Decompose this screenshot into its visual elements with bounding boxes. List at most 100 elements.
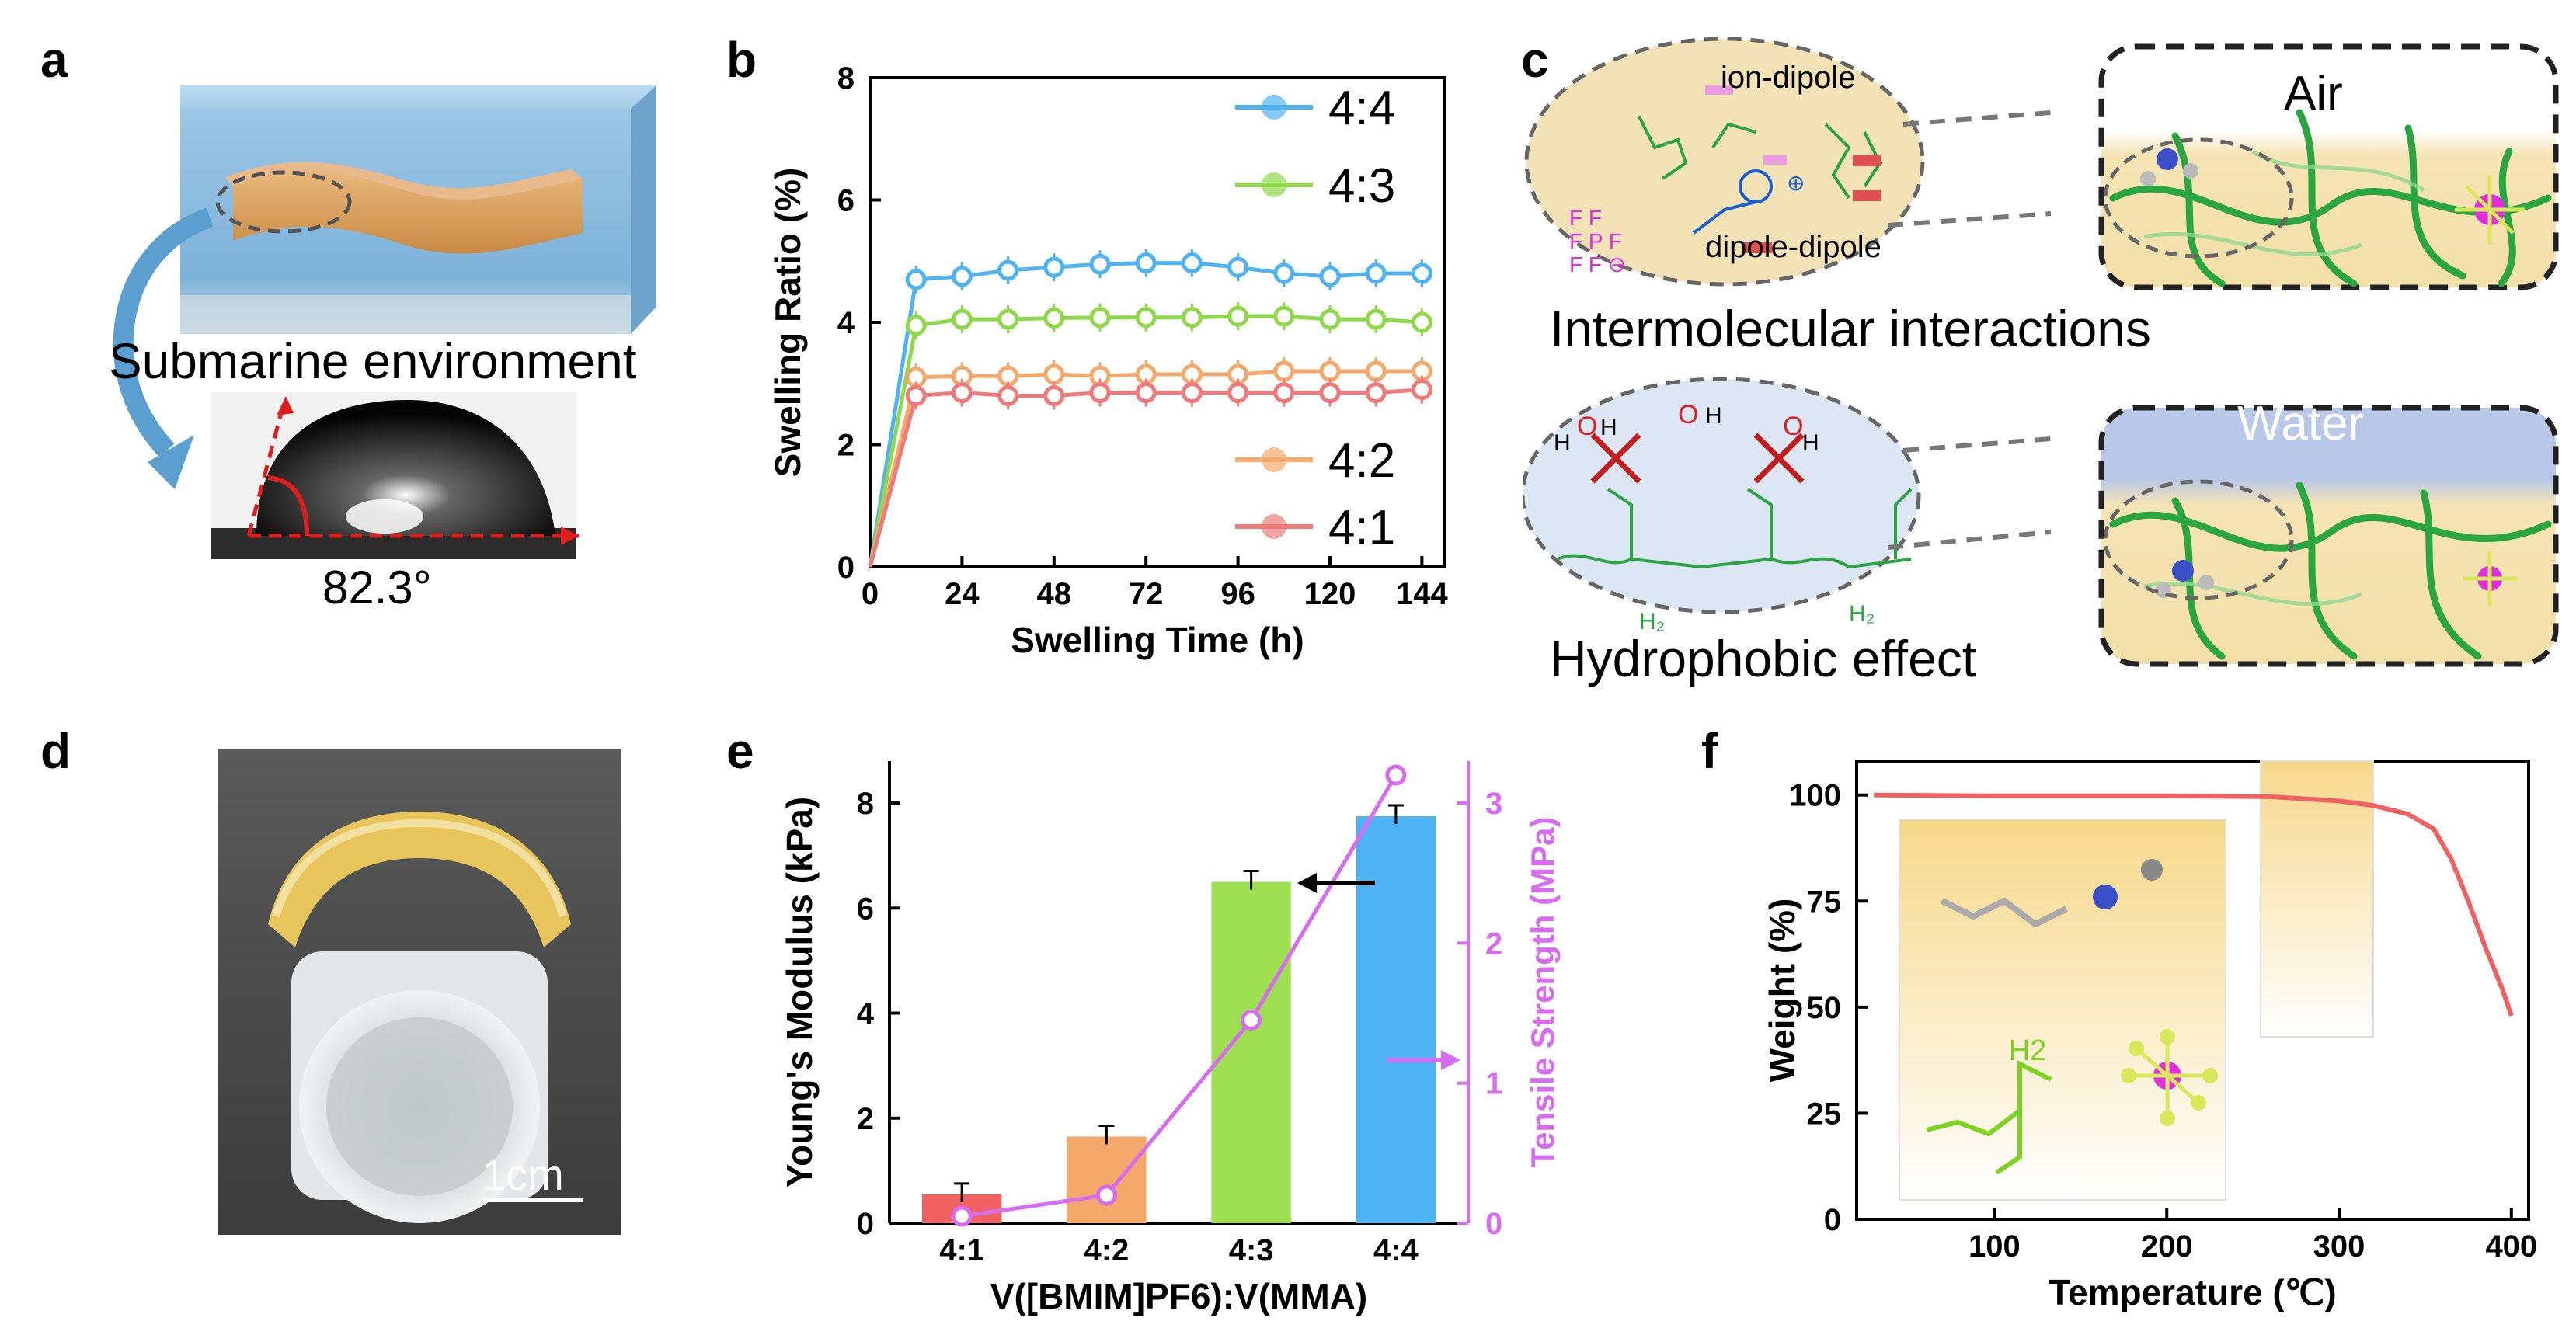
data-point [1181,307,1203,329]
left-arrow-head [1297,873,1317,893]
data-point [1273,262,1295,284]
data-point [905,269,927,290]
data-point [1135,307,1157,329]
molecule-inset [1899,819,2226,1201]
y-tick-label: 2 [857,1102,874,1136]
x-tick-label: 4:3 [1229,1233,1274,1267]
fluorine-atom [2129,1041,2144,1056]
svg-text:F F ⊖: F F ⊖ [1569,252,1626,276]
y2-tick-label: 3 [1485,787,1502,821]
y-tick-label: 75 [1807,885,1842,919]
data-point [1135,252,1157,274]
svg-text:H₂: H₂ [1849,601,1875,627]
data-point [1181,382,1203,404]
legend-marker [1262,172,1286,197]
data-point [1089,253,1111,275]
data-point [905,385,927,406]
legend-label: 4:2 [1328,434,1395,488]
x-tick-label: 200 [2141,1229,2193,1264]
data-point [997,385,1019,406]
svg-text:H: H [1705,403,1722,429]
fluorine-atom [2191,1095,2206,1111]
scale-bar-label: 1cm [482,1150,564,1199]
panel-letter-a: a [40,32,68,88]
x-tick-label: 100 [1969,1229,2021,1264]
intermolecular-title: Intermolecular interactions [1550,300,2152,357]
fluorine-atom [2202,1068,2218,1083]
panel-c-illustration: ⊕ F F F P F F F ⊖ H₂ H₂ O O O H H H H [1523,37,2052,634]
alkyl-chain [1941,897,2068,928]
decomposition-region [2260,760,2374,1038]
y-tick-label: 4 [857,997,875,1031]
data-point [1319,266,1341,287]
svg-text:H₂: H₂ [1639,609,1665,634]
tga-chart: H2 100 200 300 400 0 25 50 75 100 Temperature (℃) W… [1763,760,2537,1312]
tensile-point [951,1205,973,1227]
submarine-caption: Submarine environment [109,333,637,389]
data-point [1227,382,1249,404]
y-tick-label: 50 [1807,991,1842,1025]
legend-label: 4:3 [1328,159,1395,213]
x-axis-label: Temperature (℃) [2049,1272,2336,1312]
svg-text:⊕: ⊕ [1787,171,1805,195]
plot-frame [1855,760,2530,1221]
panel-letter-c: c [1521,32,1549,88]
y2-tick-label: 2 [1485,927,1502,961]
svg-text:F F: F F [1569,206,1602,230]
data-point [951,308,973,330]
data-point [997,259,1019,281]
x-tick-label: 24 [945,577,980,611]
right-arrow-head [1441,1050,1460,1070]
y-tick-label: 25 [1807,1097,1842,1131]
y-tick-label: 6 [837,184,855,218]
y-tick-label: 0 [857,1207,874,1241]
y-axis-label: Swelling Ratio (%) [769,168,808,478]
contact-angle-value: 82.3° [322,561,432,614]
x-axis-label: V([BMIM]PF6):V(MMA) [990,1276,1367,1316]
mma-structure [1926,1060,2052,1137]
mma-ester [1995,1111,2022,1175]
data-point [1411,262,1432,284]
x-tick-label: 4:2 [1084,1233,1129,1267]
molecular-bubble-top [1524,37,1925,287]
legend-label: 4:1 [1328,501,1395,555]
data-point [1319,382,1341,404]
data-point [1043,307,1065,329]
y-tick-label: 8 [857,787,874,821]
data-point [951,382,973,404]
data-point [1273,305,1295,327]
x-tick-label: 144 [1396,577,1448,611]
data-point [951,266,973,287]
y-tick-label: 4 [837,306,855,340]
tensile-point [1385,764,1407,786]
sponge-material [233,170,583,254]
legend-marker [1262,447,1286,472]
panel-letter-b: b [726,32,757,88]
dashed-highlight [215,170,352,234]
nitrogen-atom [2093,885,2118,909]
fluorine-atom [2160,1029,2175,1045]
data-point [1365,382,1387,404]
x-axis-label: Swelling Time (h) [1011,620,1304,660]
bar-4:4 [1356,815,1436,1223]
y-axis-label: Weight (%) [1763,899,1802,1083]
data-point [1135,382,1157,404]
bar-4:2 [1067,1136,1147,1223]
y-tick-label: 100 [1789,779,1841,813]
fluorine-atom [2121,1068,2136,1083]
ion-dipole-label: ion-dipole [1721,61,1856,95]
water-box-side [631,85,656,334]
data-point [1043,385,1065,406]
data-point [1365,360,1387,382]
panel-letter-d: d [40,723,71,779]
y-axis-label: Young's Modulus (kPa) [779,797,820,1187]
hydrophobic-title: Hydrophobic effect [1550,630,1977,687]
dipole-dipole-label: dipole-dipole [1705,230,1882,264]
y2-tick-label: 1 [1485,1067,1502,1101]
data-point [1273,382,1295,404]
panel-letter-e: e [726,723,754,779]
x-tick-label: 0 [862,577,879,611]
x-tick-label: 4:1 [939,1233,984,1267]
sample-photo [218,749,621,1235]
molecular-bubble-bottom [1523,377,1921,614]
